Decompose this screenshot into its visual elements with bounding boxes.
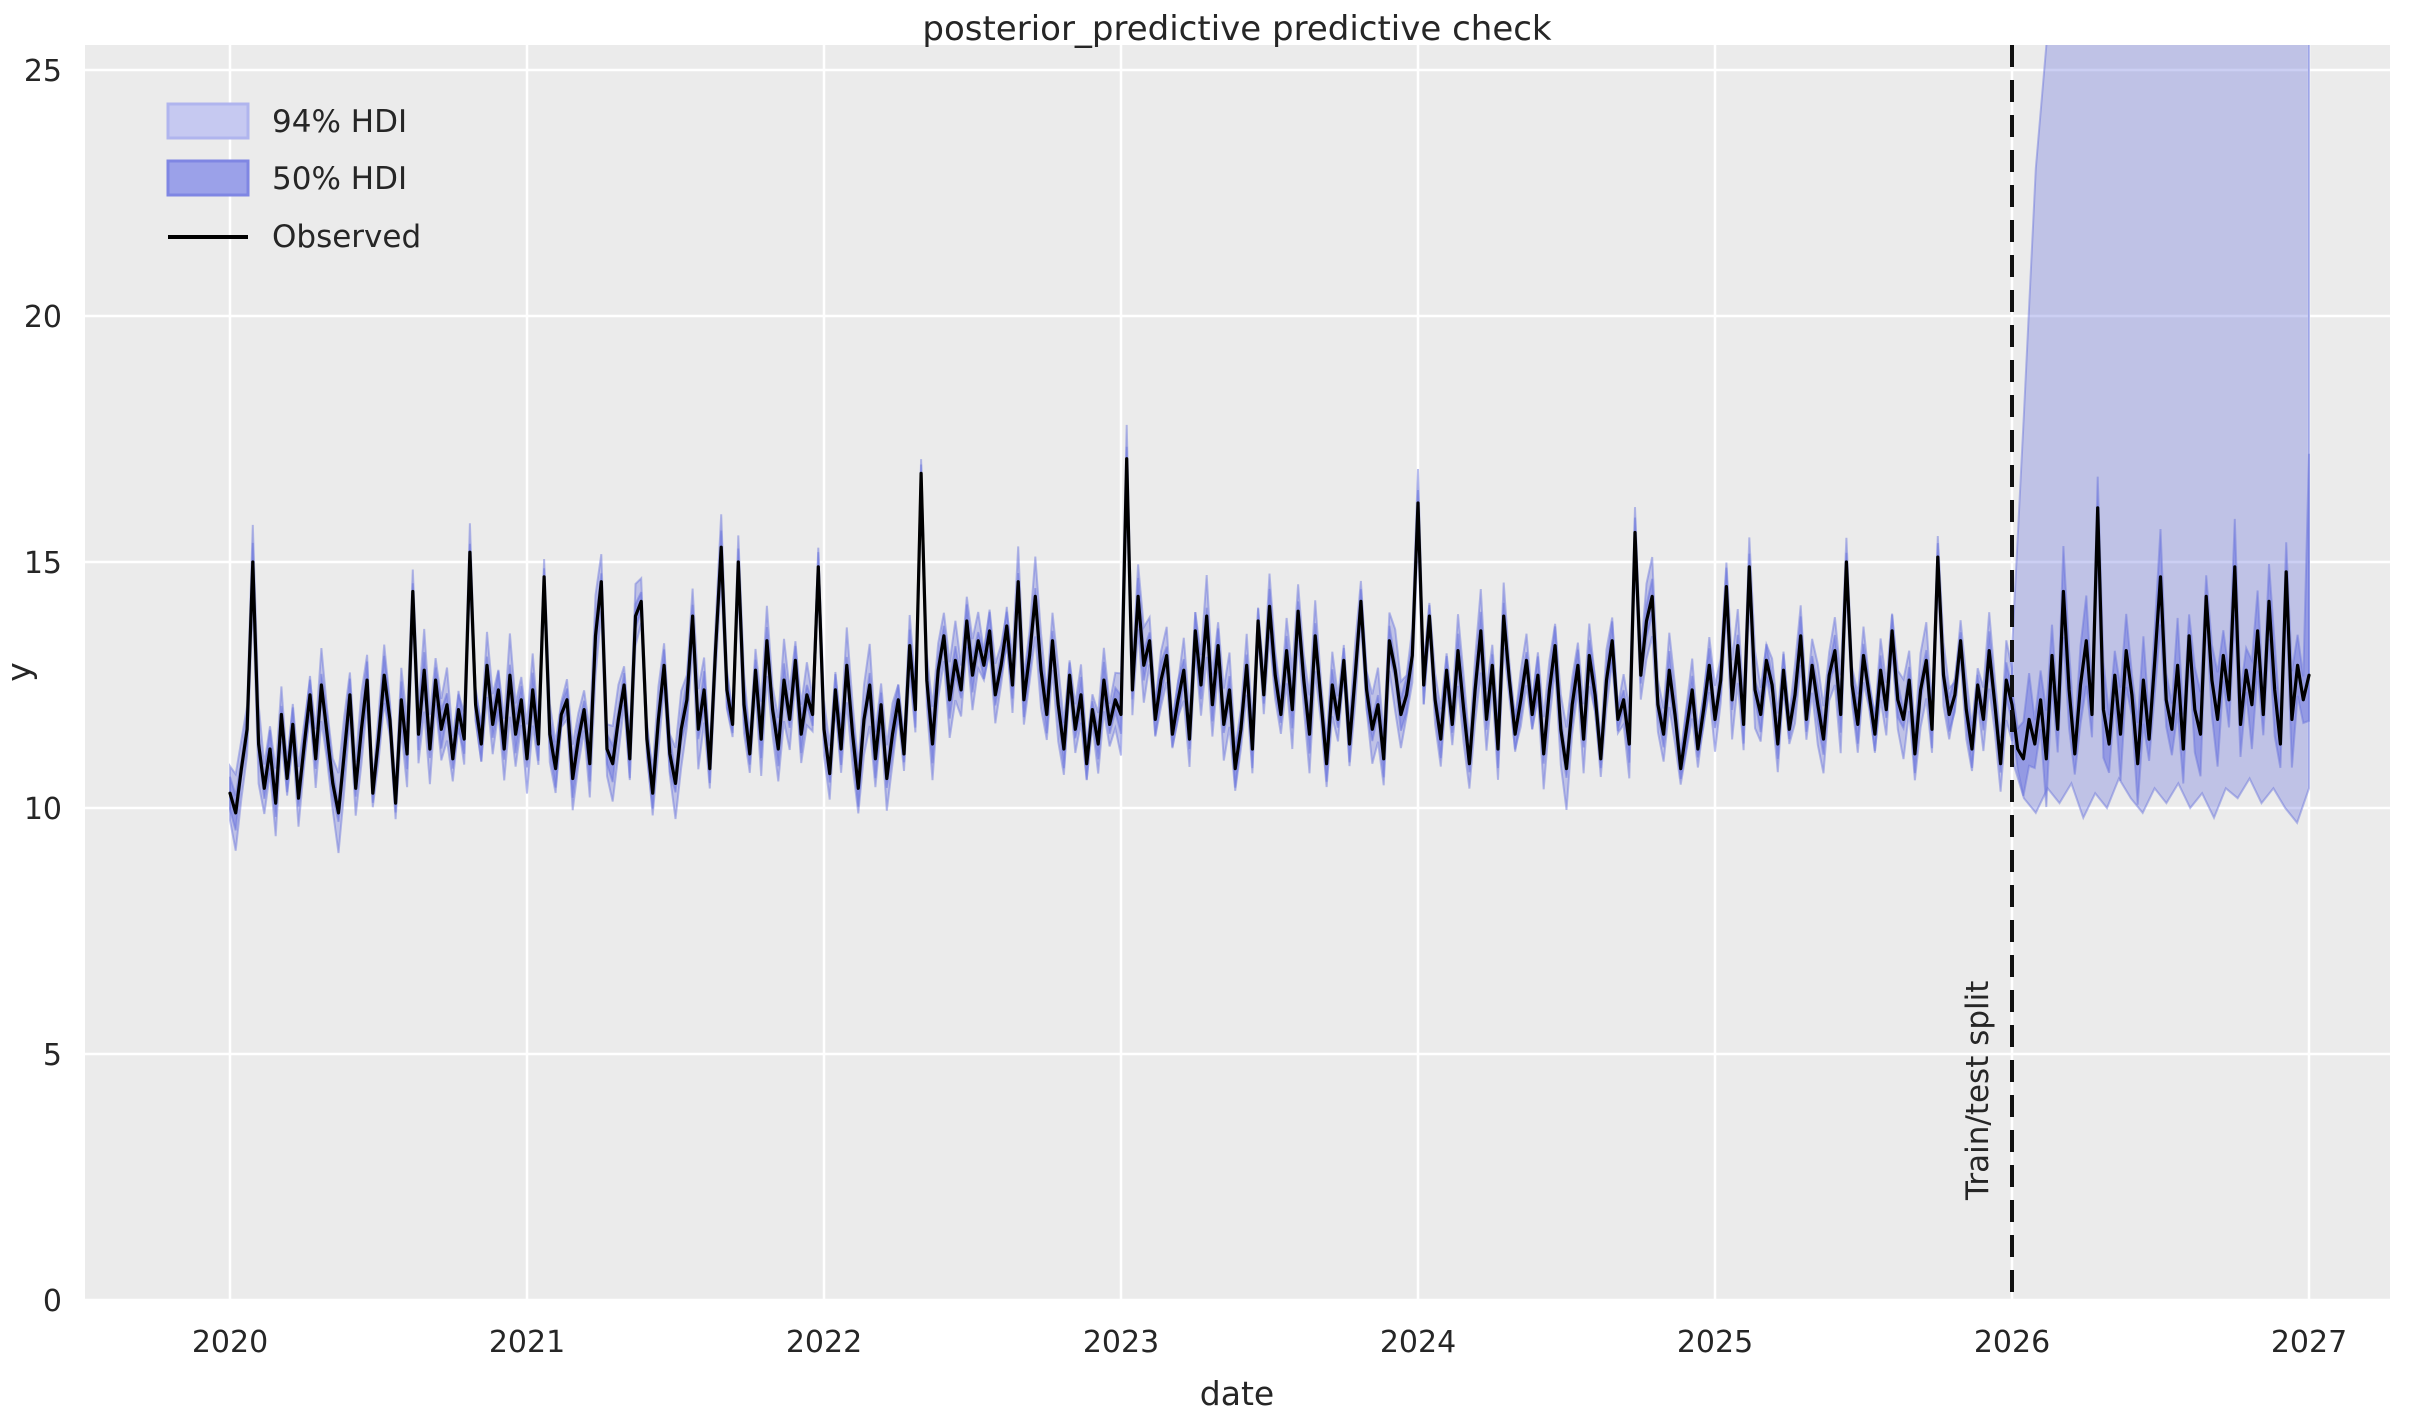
y-tick-label: 0 xyxy=(43,1284,62,1319)
x-tick-label: 2027 xyxy=(2271,1325,2347,1360)
x-tick-label: 2020 xyxy=(192,1325,268,1360)
y-tick-label: 20 xyxy=(24,300,62,335)
y-tick-label: 5 xyxy=(43,1038,62,1073)
y-tick-label: 10 xyxy=(24,792,62,827)
legend-swatch-50-hdi xyxy=(168,161,248,195)
x-axis-label: date xyxy=(1200,1374,1274,1413)
y-axis-label: y xyxy=(0,662,38,682)
x-tick-label: 2022 xyxy=(786,1325,862,1360)
y-tick-label: 15 xyxy=(24,546,62,581)
legend-label-50-hdi: 50% HDI xyxy=(272,161,407,197)
legend-swatch-94-hdi-border xyxy=(166,102,250,140)
y-tick-label: 25 xyxy=(24,54,62,89)
gridlines xyxy=(85,45,2390,1302)
legend-label-observed: Observed xyxy=(272,219,421,255)
legend: 94% HDI 50% HDI Observed xyxy=(166,102,421,255)
x-tick-label: 2026 xyxy=(1974,1325,2050,1360)
chart-title: posterior_predictive predictive check xyxy=(922,9,1552,49)
observed-line xyxy=(228,457,2311,815)
x-tick-label: 2024 xyxy=(1380,1325,1456,1360)
legend-swatch-94-hdi xyxy=(168,104,248,138)
split-label: Train/test split xyxy=(1960,981,1996,1201)
x-tick-label: 2021 xyxy=(489,1325,565,1360)
observed-series xyxy=(228,457,2311,815)
tick-labels: 2020 2021 2022 2023 2024 2025 2026 202705101520… xyxy=(24,54,2347,1360)
x-tick-label: 2023 xyxy=(1083,1325,1159,1360)
x-tick-label: 2025 xyxy=(1677,1325,1753,1360)
legend-label-94-hdi: 94% HDI xyxy=(272,104,407,140)
legend-swatch-50-hdi-border xyxy=(166,159,250,197)
